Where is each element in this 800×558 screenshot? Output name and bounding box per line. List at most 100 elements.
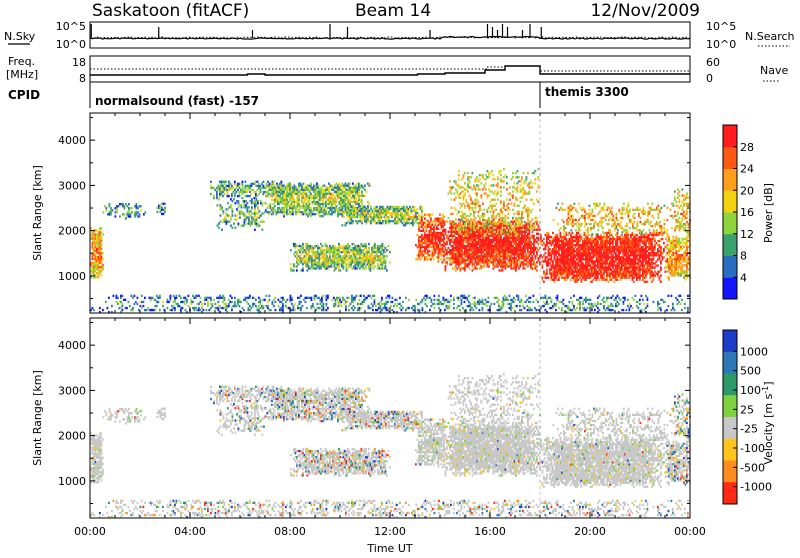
power-cell xyxy=(581,260,583,262)
power-cell xyxy=(296,261,298,263)
power-cell xyxy=(430,218,432,220)
power-cell xyxy=(110,211,112,213)
power-cell xyxy=(476,267,478,269)
power-cell xyxy=(365,243,367,245)
power-cell xyxy=(469,221,471,223)
power-cell xyxy=(298,201,300,203)
power-cell xyxy=(290,263,292,265)
power-cell xyxy=(475,205,477,207)
power-cell xyxy=(417,258,419,260)
power-cell xyxy=(310,215,312,217)
power-cell xyxy=(340,187,342,189)
power-cell xyxy=(418,228,420,230)
power-cell xyxy=(529,239,531,241)
power-cell xyxy=(529,255,531,257)
power-cell xyxy=(244,202,246,204)
power-cell xyxy=(461,211,463,213)
power-cell xyxy=(385,247,387,249)
power-cell xyxy=(503,231,505,233)
power-cell xyxy=(460,192,462,194)
power-cell xyxy=(101,254,103,256)
power-cell xyxy=(360,214,362,216)
power-cell xyxy=(101,244,103,246)
power-cell xyxy=(305,251,307,253)
power-cell xyxy=(230,225,232,227)
power-cell xyxy=(379,249,381,251)
power-cell xyxy=(101,246,103,248)
power-cell xyxy=(469,251,471,253)
power-cell xyxy=(346,222,348,224)
power-cell xyxy=(304,257,306,259)
power-cell xyxy=(373,218,375,220)
power-cell xyxy=(102,252,104,254)
power-cell xyxy=(527,219,529,221)
power-cell xyxy=(116,209,118,211)
power-cell xyxy=(548,260,550,262)
power-cell xyxy=(348,212,350,214)
power-cell xyxy=(377,263,379,265)
power-cell xyxy=(314,259,316,261)
power-cell xyxy=(461,249,463,251)
power-cell xyxy=(354,195,356,197)
power-cell xyxy=(478,186,480,188)
power-cell xyxy=(110,213,112,215)
power-cell xyxy=(517,261,519,263)
power-cell xyxy=(236,218,238,220)
power-cell xyxy=(443,255,445,257)
power-cell xyxy=(500,190,502,192)
power-cell xyxy=(319,205,321,207)
power-cell xyxy=(364,206,366,208)
power-cell xyxy=(423,254,425,256)
power-cell xyxy=(494,261,496,263)
power-cell xyxy=(244,225,246,227)
power-cell xyxy=(258,193,260,195)
power-cell xyxy=(523,261,525,263)
power-cell xyxy=(381,214,383,216)
power-cell xyxy=(371,253,373,255)
power-cell xyxy=(490,201,492,203)
power-cell xyxy=(263,185,265,187)
power-cell xyxy=(340,197,342,199)
power-cell xyxy=(463,174,465,176)
power-cell xyxy=(349,199,351,201)
power-cell xyxy=(350,265,352,267)
power-cell xyxy=(494,205,496,207)
power-cell xyxy=(532,186,534,188)
power-cell xyxy=(251,185,253,187)
power-cell xyxy=(543,271,545,273)
power-cell xyxy=(161,207,163,209)
power-cell xyxy=(224,193,226,195)
power-cell xyxy=(213,195,215,197)
power-cell xyxy=(243,189,245,191)
power-cell xyxy=(523,194,525,196)
power-cell xyxy=(302,269,304,271)
power-cell xyxy=(233,198,235,200)
power-cell xyxy=(276,197,278,199)
power-cell xyxy=(373,249,375,251)
power-cell xyxy=(526,176,528,178)
power-cell xyxy=(479,205,481,207)
power-cell xyxy=(517,190,519,192)
power-cell xyxy=(421,226,423,228)
power-cell xyxy=(478,227,480,229)
power-cell xyxy=(400,220,402,222)
power-cell xyxy=(426,228,428,230)
power-cell xyxy=(508,213,510,215)
power-cell xyxy=(245,204,247,206)
power-cell xyxy=(403,206,405,208)
power-cell xyxy=(329,245,331,247)
power-cell xyxy=(445,233,447,235)
power-cell xyxy=(596,268,598,270)
power-cell xyxy=(259,216,261,218)
power-cell xyxy=(286,191,288,193)
power-cell xyxy=(270,187,272,189)
power-cell xyxy=(124,205,126,207)
power-cell xyxy=(420,248,422,250)
power-cell xyxy=(109,203,111,205)
power-cell xyxy=(239,216,241,218)
power-cell xyxy=(472,219,474,221)
power-cell xyxy=(524,190,526,192)
power-cell xyxy=(560,234,562,236)
power-cell xyxy=(549,262,551,264)
power-cell xyxy=(335,267,337,269)
